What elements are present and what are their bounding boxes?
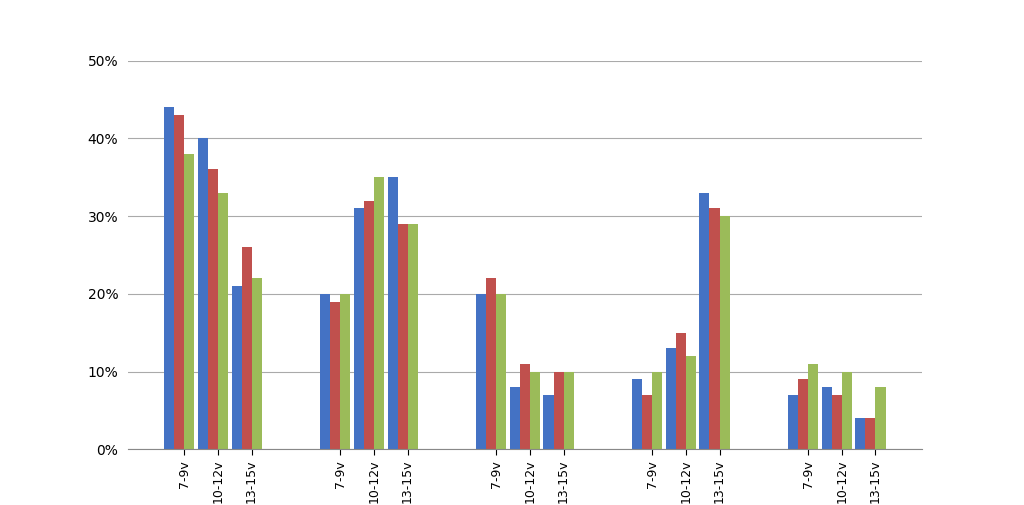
Bar — [208, 170, 218, 449]
Bar — [486, 278, 496, 449]
Bar — [520, 364, 529, 449]
Bar — [510, 387, 520, 449]
Bar — [699, 193, 710, 449]
Bar — [529, 372, 540, 449]
Bar — [252, 278, 262, 449]
Bar — [387, 177, 397, 449]
Bar — [642, 395, 652, 449]
Bar — [563, 372, 573, 449]
Bar — [720, 216, 729, 449]
Bar — [876, 387, 886, 449]
Bar — [231, 286, 242, 449]
Bar — [340, 294, 350, 449]
Bar — [787, 395, 798, 449]
Bar — [496, 294, 506, 449]
Bar — [842, 372, 852, 449]
Bar — [676, 333, 686, 449]
Bar — [198, 138, 208, 449]
Bar — [330, 301, 340, 449]
Bar — [652, 372, 663, 449]
Bar — [218, 193, 228, 449]
Bar — [184, 154, 195, 449]
Bar — [544, 395, 554, 449]
Bar — [164, 107, 174, 449]
Bar — [321, 294, 330, 449]
Bar — [821, 387, 831, 449]
Bar — [632, 379, 642, 449]
Bar — [666, 348, 676, 449]
Bar — [397, 224, 408, 449]
Bar — [364, 200, 374, 449]
Bar — [798, 379, 808, 449]
Bar — [408, 224, 418, 449]
Bar — [686, 356, 696, 449]
Bar — [808, 364, 818, 449]
Bar — [855, 418, 865, 449]
Bar — [174, 115, 184, 449]
Bar — [242, 247, 252, 449]
Bar — [374, 177, 384, 449]
Bar — [710, 209, 720, 449]
Bar — [554, 372, 563, 449]
Bar — [865, 418, 876, 449]
Bar — [476, 294, 486, 449]
Bar — [353, 209, 364, 449]
Bar — [831, 395, 842, 449]
